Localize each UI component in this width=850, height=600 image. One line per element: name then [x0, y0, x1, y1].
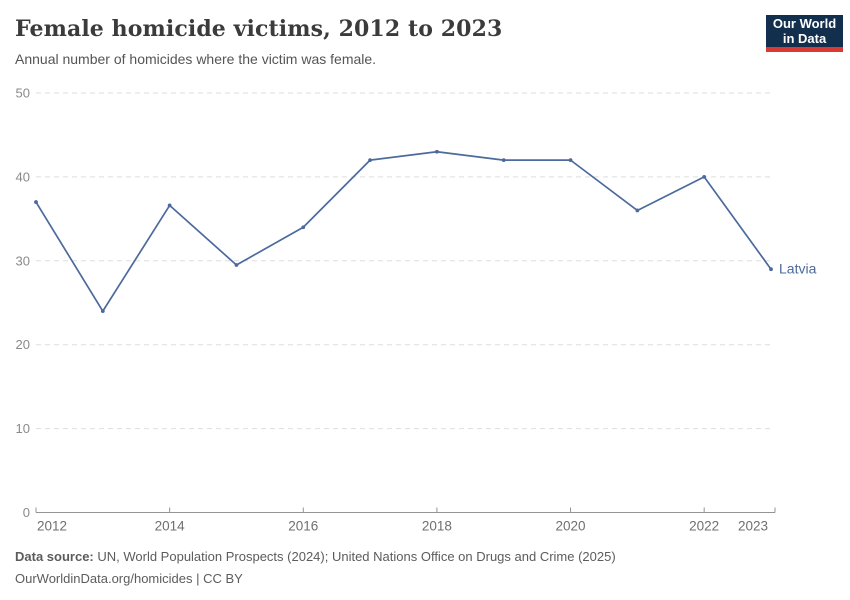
data-source-label: Data source:	[15, 549, 94, 564]
page-subtitle: Annual number of homicides where the vic…	[15, 51, 377, 67]
page-title: Female homicide victims, 2012 to 2023	[15, 16, 503, 42]
chart-footer: Data source: UN, World Population Prospe…	[15, 546, 616, 590]
y-axis-label-0: 0	[23, 505, 30, 520]
data-point-2013	[100, 309, 105, 314]
data-point-2017	[368, 158, 372, 163]
data-point-2015	[234, 263, 239, 267]
data-point-2022	[702, 175, 707, 179]
x-axis-label-2022: 2022	[689, 519, 719, 534]
data-source-text: UN, World Population Prospects (2024); U…	[93, 549, 616, 564]
x-axis-label-2018: 2018	[422, 519, 452, 534]
y-axis-label-30: 30	[16, 253, 30, 268]
data-point-2018	[435, 149, 439, 154]
data-source-line: Data source: UN, World Population Prospe…	[15, 546, 616, 568]
x-axis-label-2023: 2023	[738, 519, 768, 534]
data-point-2012	[34, 200, 38, 204]
y-axis-label-50: 50	[16, 86, 30, 101]
x-axis-label-2016: 2016	[288, 519, 318, 534]
y-axis-label-20: 20	[16, 337, 30, 352]
y-axis-label-10: 10	[16, 421, 30, 436]
data-point-2016	[301, 225, 306, 230]
data-point-2019	[501, 158, 506, 163]
data-point-2023	[769, 267, 773, 272]
x-axis-label-2012: 2012	[37, 519, 67, 534]
trend-line-latvia	[35, 150, 772, 312]
data-point-2021	[635, 208, 640, 213]
owid-logo-line1: Our World	[772, 16, 837, 31]
data-point-2020	[568, 158, 573, 163]
y-axis-label-40: 40	[16, 169, 30, 184]
data-point-2014	[167, 203, 172, 208]
x-axis-label-2020: 2020	[556, 519, 586, 534]
owid-logo: Our World in Data	[766, 15, 843, 52]
owid-logo-line2: in Data	[782, 31, 827, 46]
license-line: OurWorldinData.org/homicides | CC BY	[15, 571, 243, 586]
x-axis-label-2014: 2014	[155, 519, 186, 534]
series-label-latvia: Latvia	[779, 261, 817, 277]
